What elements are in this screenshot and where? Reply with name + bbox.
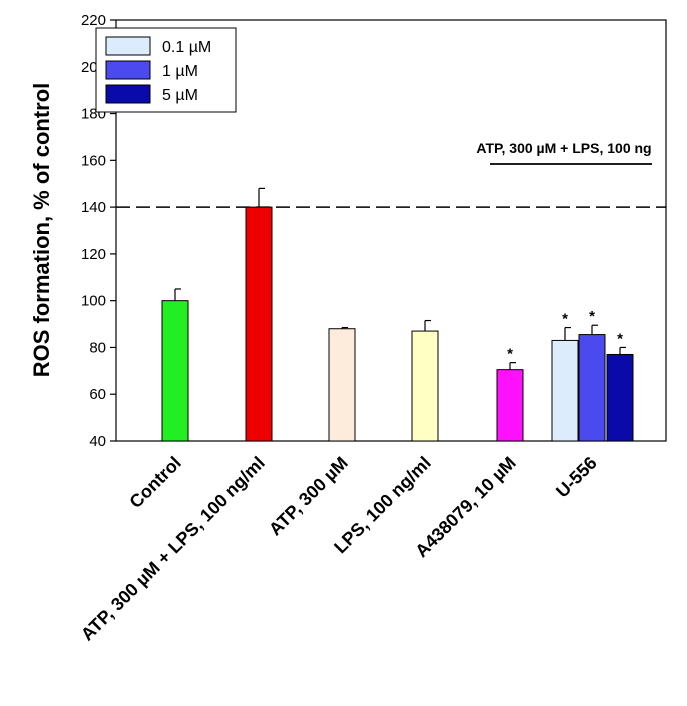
bar [496, 369, 524, 442]
y-tick-label: 40 [89, 433, 106, 450]
legend-swatch [105, 60, 151, 80]
legend-label: 0.1 µM [162, 39, 211, 56]
category-label: Control [125, 453, 184, 512]
significance-star: * [507, 346, 513, 363]
y-tick-label: 120 [81, 246, 106, 263]
y-tick-label: 160 [81, 152, 106, 169]
bar [578, 334, 606, 442]
bar [551, 339, 579, 442]
y-axis-title: ROS formation, % of control [29, 83, 54, 378]
legend-swatch [105, 84, 151, 104]
legend-label: 5 µM [162, 87, 198, 104]
category-label: U-556 [552, 453, 601, 502]
bar [245, 206, 273, 442]
plot-frame [115, 19, 667, 442]
significance-star: * [589, 308, 595, 325]
y-tick-label: 220 [81, 12, 106, 29]
y-tick-label: 80 [89, 339, 106, 356]
bar [411, 330, 439, 442]
bar [606, 353, 634, 442]
bar [161, 300, 189, 442]
significance-star: * [562, 311, 568, 328]
y-tick-label: 140 [81, 199, 106, 216]
legend-swatch [105, 36, 151, 56]
y-tick-label: 60 [89, 386, 106, 403]
bar [328, 328, 356, 442]
category-label: ATP, 300 µM + LPS, 100 ng/ml [77, 453, 269, 645]
annotation-text: ATP, 300 µM + LPS, 100 ng [476, 140, 651, 156]
y-tick-label: 100 [81, 293, 106, 310]
legend-label: 1 µM [162, 63, 198, 80]
category-label: ATP, 300 µM [265, 453, 352, 540]
significance-star: * [617, 330, 623, 347]
